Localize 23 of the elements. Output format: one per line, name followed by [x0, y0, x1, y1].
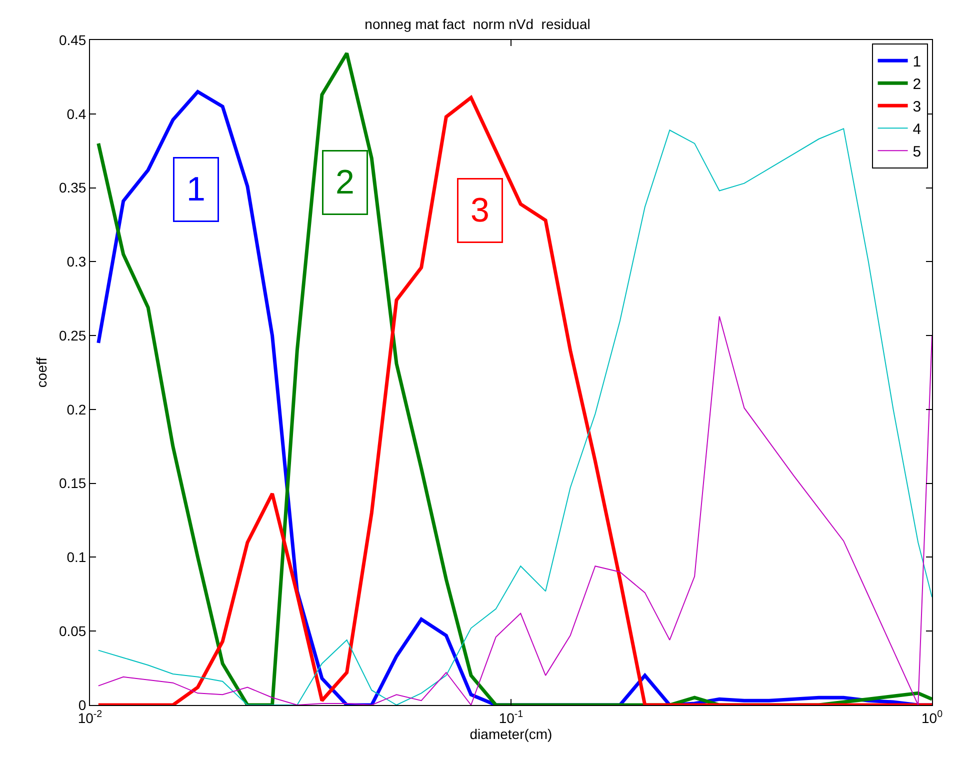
- x-tick-label: 10$^{-1}$: [498, 708, 524, 726]
- y-tick-label: 0.25: [58, 327, 86, 344]
- y-tick-label: 0.05: [58, 623, 86, 640]
- legend-label: 3: [912, 98, 922, 116]
- y-tick-label: 0.4: [66, 106, 86, 122]
- x-axis-title: diameter(cm): [470, 726, 552, 742]
- x-tick-label: 10$^{0}$: [921, 708, 944, 726]
- y-tick-label: 0.15: [58, 475, 86, 492]
- legend-label: 4: [912, 120, 922, 138]
- y-tick-label: 0: [78, 696, 86, 713]
- annotation: 1: [186, 170, 206, 208]
- y-tick-label: 0.1: [66, 549, 86, 566]
- annotation: 3: [470, 192, 490, 230]
- chart-title: nonneg mat fact norm nVd residual: [364, 16, 590, 32]
- y-tick-label: 0.45: [58, 32, 86, 48]
- y-tick-label: 0.35: [58, 180, 86, 196]
- legend-label: 2: [912, 76, 922, 93]
- y-tick-label: 0.2: [66, 401, 86, 418]
- legend-label: 5: [912, 143, 922, 160]
- annotation: 2: [336, 164, 354, 202]
- y-tick-label: 0.3: [66, 254, 86, 270]
- legend-label: 1: [912, 53, 922, 70]
- y-axis-title: coeff: [34, 357, 50, 388]
